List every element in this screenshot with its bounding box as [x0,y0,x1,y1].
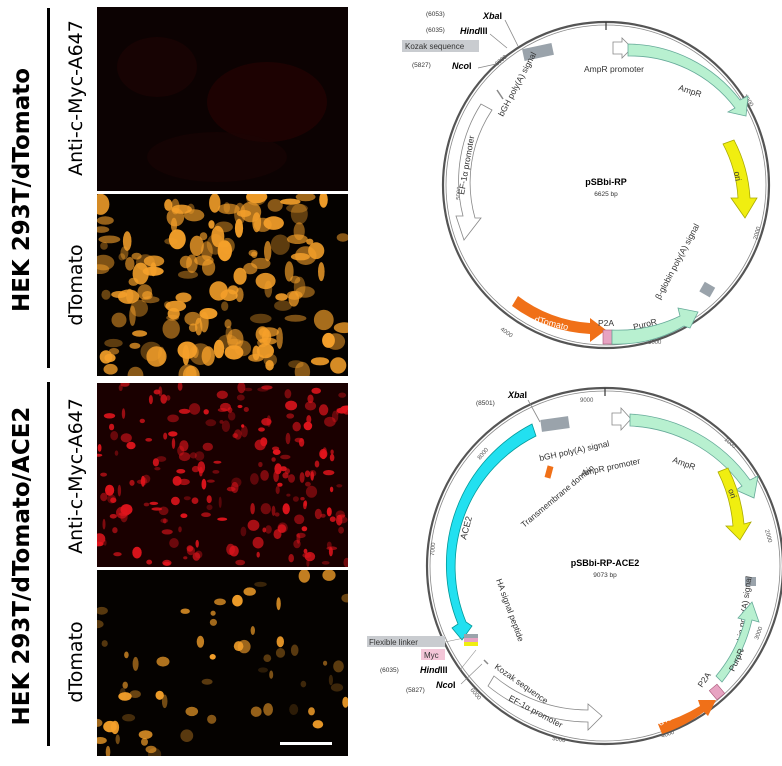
map2-flexible-linker-label: Flexible linker [369,638,418,647]
map1-ampr-label: AmpR [677,82,703,99]
map1-kozak-label: Kozak sequence [405,42,465,51]
group-label-dtomato: HEK 293T/dTomato [9,67,35,313]
map2-site2-enzyme: Hind [420,665,440,675]
map1-puror-arrow [611,307,699,345]
map2-transmembrane-feature [544,465,554,479]
map2-p2a-feature [708,683,726,701]
map2-dtomato-arrow [658,700,716,734]
map1-site3-enzyme: Nco [452,61,470,71]
map1-site2-num: (6035) [426,27,445,34]
map2-site1-enzyme: Xba [507,390,525,400]
map1-ori-arrow [722,139,758,219]
map2-tick-9000: 9000 [580,398,594,404]
map2-ef1a-arrow [487,675,603,731]
micrograph-myc-ace2 [97,383,348,567]
map1-site1-num: (6053) [426,11,445,18]
map1-tick-3000: 3000 [648,340,662,346]
map1-kozak-box [402,40,479,52]
svg-text:XbaI: XbaI [507,390,527,400]
map1-ampr-promoter-arrow [612,37,633,59]
map2-bglobin-feature [745,577,756,586]
map2-flexible-linker-box [367,636,445,647]
map2-tick-6000: 6000 [468,687,482,702]
map2-puror-arrow [715,601,760,683]
scale-bar [280,742,332,745]
map2-ha-feature [464,642,478,646]
map1-ampr-arrow [627,43,749,117]
map2-site1-num: (8501) [476,400,495,407]
map2-p2a-label: P2A [695,670,713,689]
map2-ha-label: HA signal peptide [494,577,526,643]
map2-myc-box [421,649,445,660]
map1-p2a-label: P2A [598,318,614,328]
map1-ori-label: ori [732,171,744,182]
micrograph-dtomato-ace2 [97,570,348,756]
map2-tick-3000: 3000 [754,625,764,640]
map2-flexible-linker-feature [464,634,478,638]
map2-myc-label: Myc [424,651,439,660]
map2-ampr-label: AmpR [671,454,697,471]
map1-bglobin-label: β-globin poly(A) signal [653,222,701,301]
svg-text:NcoI: NcoI [452,61,472,71]
channel-label-4: dTomato [65,621,87,703]
map2-ori-label: ori [726,487,739,499]
svg-text:XbaI: XbaI [482,11,502,21]
map2-tick-5000: 5000 [552,736,567,744]
plasmid-maps: 6000 1000 2000 3000 4000 5000 (6053) Xba… [367,11,782,746]
svg-text:HindIII: HindIII [420,665,448,675]
map1-bglobin-feature [699,281,716,298]
map1-tick-2000: 2000 [753,225,762,240]
map2-ampr-arrow [629,413,759,499]
map1-ampr-promoter-label: AmpR promoter [584,64,644,74]
group-label-ace2: HEK 293T/dTomato/ACE2 [9,406,35,726]
map2-bgh-label: bGH poly(A) signal [538,438,610,463]
map1-dtomato-arrow [512,296,606,342]
map2-tick-7000: 7000 [430,542,437,556]
micrograph-myc-control [97,7,348,191]
map1-p2a-feature [602,329,613,345]
map1-size: 6625 bp [594,191,618,198]
map2-site3-num: (5827) [406,687,425,694]
map2-tick-4000: 4000 [661,729,676,739]
map2-ace2-arrow [445,423,537,641]
map1-site1-enzyme: Xba [482,11,500,21]
map2-ori-arrow [717,467,752,541]
micrograph-dtomato-control [97,194,348,376]
group-divider-2 [47,382,50,746]
map1-site2-enzyme: Hind [460,26,480,36]
plasmid-map-prp: 6000 1000 2000 3000 4000 5000 (6053) Xba… [402,11,771,350]
map1-ef1a-arrow [455,103,493,241]
map2-bgh-feature [540,416,570,432]
map2-ampr-promoter-arrow [611,406,632,432]
channel-label-1: Anti-c-Myc-A647 [65,20,87,176]
map2-site3-enzyme: Nco [436,680,454,690]
map2-name: pSBbi-RP-ACE2 [571,558,640,568]
map2-size: 9073 bp [593,572,617,579]
channel-label-2: dTomato [65,244,87,326]
svg-text:HindIII: HindIII [460,26,488,36]
map2-tick-2000: 2000 [763,529,772,544]
map1-bgh-feature [522,43,554,61]
map1-site3-num: (5827) [412,62,431,69]
channel-label-3: Anti-c-Myc-A647 [65,398,87,554]
map2-myc-feature [464,638,478,642]
map1-name: pSBbi-RP [585,177,627,187]
map1-tick-4000: 4000 [499,327,514,340]
group-divider-1 [47,8,50,368]
map2-transmembrane-label: Transmembrane domain [519,462,596,529]
map2-site2-num: (6035) [380,667,399,674]
svg-text:NcoI: NcoI [436,680,456,690]
plasmid-map-prp-ace2: 9000 1000 2000 3000 4000 5000 6000 7000 … [367,386,782,746]
